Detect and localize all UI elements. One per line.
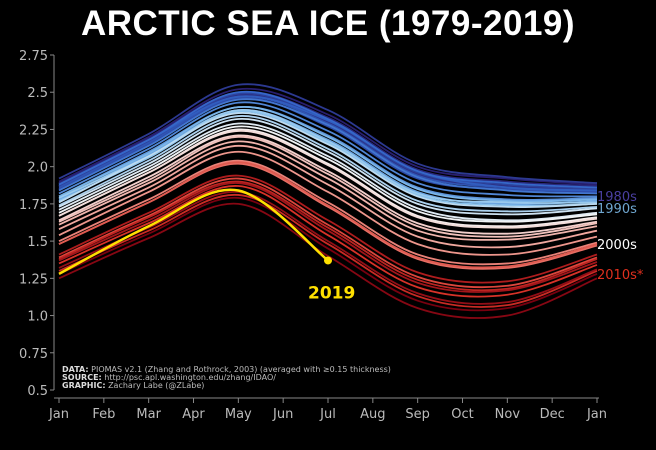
series-line-2013 bbox=[58, 180, 598, 292]
series-line-2010 bbox=[58, 177, 598, 289]
y-tick-label: 1.75 bbox=[19, 198, 48, 213]
y-tick-label: 0.5 bbox=[27, 384, 48, 399]
x-tick-label: Apr bbox=[182, 407, 205, 422]
y-tick-label: 1.5 bbox=[27, 235, 48, 250]
highlight-label: 2019 bbox=[308, 283, 355, 303]
y-tick-label: 1.0 bbox=[27, 310, 48, 325]
series-line-2007 bbox=[58, 159, 598, 266]
y-tick-label: 2.25 bbox=[19, 123, 48, 138]
series-line-1988 bbox=[58, 98, 598, 195]
series-line-1989 bbox=[58, 101, 598, 198]
x-tick-label: Sep bbox=[405, 407, 430, 422]
series-line-2017 bbox=[58, 202, 598, 319]
series-line-2018 bbox=[58, 197, 598, 312]
note-key: GRAPHIC: bbox=[62, 381, 106, 390]
series-line-2002 bbox=[58, 134, 598, 235]
series-line-2003 bbox=[58, 135, 598, 238]
series-line-1999 bbox=[58, 125, 598, 223]
series-line-2014 bbox=[58, 174, 598, 284]
series-line-2015 bbox=[58, 182, 598, 293]
y-tick-label: 1.25 bbox=[19, 272, 48, 287]
series-line-1993 bbox=[58, 110, 598, 207]
series-line-1992 bbox=[58, 106, 598, 203]
y-tick-label: 2.5 bbox=[27, 86, 48, 101]
legend-1980s: 1980s bbox=[597, 190, 637, 205]
source-note: DATA: PIOMAS v2.1 (Zhang and Rothrock, 2… bbox=[62, 365, 391, 374]
x-tick-label: Jul bbox=[319, 407, 336, 422]
series-line-1980 bbox=[58, 90, 598, 187]
y-tick-label: 2.0 bbox=[27, 161, 48, 176]
series-line-1997 bbox=[58, 118, 598, 216]
note-key: SOURCE: bbox=[62, 373, 102, 382]
legend-1990s: 1990s bbox=[597, 202, 637, 217]
note-text: http://psc.apl.washington.edu/zhang/IDAO… bbox=[102, 373, 276, 382]
x-tick-label: Jun bbox=[272, 407, 293, 422]
x-tick-label: Jan bbox=[48, 407, 69, 422]
y-tick-label: 2.75 bbox=[19, 49, 48, 64]
series-line-2012 bbox=[58, 194, 598, 308]
series-line-1984 bbox=[58, 96, 598, 193]
series-line-2009 bbox=[58, 161, 598, 269]
legend-2000s: 2000s bbox=[597, 238, 637, 253]
y-tick-label: 0.75 bbox=[19, 347, 48, 362]
x-tick-label: Dec bbox=[540, 407, 565, 422]
highlight-endpoint bbox=[324, 256, 332, 265]
series-line-1979 bbox=[58, 87, 598, 186]
series-line-1995 bbox=[58, 115, 598, 213]
series-line-2004 bbox=[58, 140, 598, 241]
x-tick-label: May bbox=[225, 407, 252, 422]
note-text: PIOMAS v2.1 (Zhang and Rothrock, 2003) (… bbox=[89, 365, 391, 374]
x-tick-label: Nov bbox=[495, 407, 521, 422]
series-line-2006 bbox=[58, 150, 598, 256]
series-line-2016 bbox=[58, 191, 598, 305]
series-line-2011 bbox=[58, 185, 598, 298]
series-line-2019 bbox=[58, 188, 329, 275]
series-line-1987 bbox=[58, 90, 598, 189]
x-tick-label: Jan bbox=[586, 407, 607, 422]
series-line-1991 bbox=[58, 109, 598, 206]
series-line-2005 bbox=[58, 144, 598, 249]
note-key: DATA: bbox=[62, 365, 89, 374]
chart-title: ARCTIC SEA ICE (1979-2019) bbox=[80, 4, 576, 43]
source-note: GRAPHIC: Zachary Labe (@ZLabe) bbox=[62, 381, 204, 390]
series-line-1996 bbox=[58, 112, 598, 208]
source-note: SOURCE: http://psc.apl.washington.edu/zh… bbox=[62, 373, 276, 382]
series-line-1990 bbox=[58, 105, 598, 201]
x-tick-label: Oct bbox=[451, 407, 473, 422]
x-tick-label: Mar bbox=[136, 407, 161, 422]
note-text: Zachary Labe (@ZLabe) bbox=[106, 381, 205, 390]
legend-2010s*: 2010s* bbox=[597, 268, 644, 283]
series-line-2001 bbox=[58, 130, 598, 229]
x-tick-label: Aug bbox=[360, 407, 385, 422]
series-line-1998 bbox=[58, 122, 598, 222]
series-line-1982 bbox=[58, 83, 598, 184]
x-tick-label: Feb bbox=[92, 407, 115, 422]
